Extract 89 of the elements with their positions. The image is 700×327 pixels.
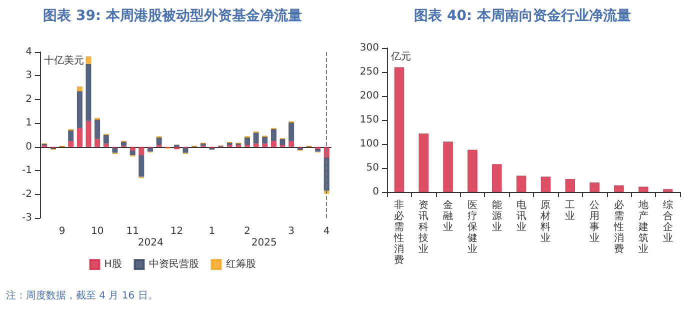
bar [138, 155, 144, 176]
x-tick-label: 资讯科技业 [418, 199, 429, 255]
bar [76, 86, 82, 92]
bar [103, 135, 109, 144]
x-tick-label: 9 [58, 226, 66, 237]
y-tick-label: -1 [22, 165, 32, 176]
bar [68, 140, 74, 147]
x-tick-label: 10 [90, 226, 104, 237]
x-tick-label: 2 [244, 226, 250, 237]
y-tick-label: 3 [26, 70, 32, 82]
bar [244, 137, 250, 144]
text: 注：周度数据，截至 4 月 16 日。 [6, 290, 158, 302]
bar [418, 133, 429, 192]
bar [638, 186, 648, 192]
bar [262, 143, 268, 147]
y-tick-label: 250 [360, 66, 379, 78]
bar [565, 179, 576, 192]
bar [76, 128, 82, 147]
x-tick-label: 金融业 [443, 199, 454, 233]
bar [270, 140, 276, 147]
bar [253, 132, 259, 144]
x-tick-label: 12 [170, 226, 184, 237]
x-tick-label: 综合企业 [662, 199, 673, 244]
bar [121, 142, 127, 146]
x-tick-label: 能源业 [492, 199, 502, 233]
bar [280, 139, 286, 145]
y-tick-label: 0 [372, 186, 379, 198]
bar [492, 164, 502, 192]
x-tick-label: 医疗保健业 [467, 200, 478, 255]
y-tick-label: -2 [22, 188, 32, 200]
legend-label: 中资民营股 [148, 258, 199, 270]
bar [288, 140, 294, 147]
y-tick-label: 100 [360, 138, 379, 150]
x-tick-label: 3 [288, 226, 295, 237]
y-tick-label: 4 [26, 46, 32, 58]
bar [614, 185, 624, 192]
bar [86, 64, 92, 121]
legend-label: H股 [104, 259, 122, 270]
bar [443, 142, 453, 192]
bar [147, 148, 153, 152]
x-tick-label: 1 [208, 226, 216, 237]
x-tick-label: 公用事业 [590, 199, 600, 244]
bar [516, 176, 526, 192]
bar [270, 129, 276, 141]
x-tick-label: 必需性消费 [612, 199, 624, 255]
y-tick-label: 2 [26, 94, 32, 105]
x-tick-label: 电讯业 [516, 199, 526, 233]
y-tick-label: 50 [366, 162, 379, 174]
bar [262, 136, 268, 144]
bar [540, 176, 551, 192]
bar [590, 182, 600, 192]
bar [288, 122, 294, 141]
y-tick-label: 300 [360, 42, 379, 54]
bar [130, 150, 136, 156]
chart-title: 图表 40: 本周南向资金行业净流量 [414, 7, 631, 24]
bar [253, 143, 259, 147]
bar [138, 146, 144, 156]
bar [68, 130, 74, 141]
x-tick-label: 非必需性消费 [393, 199, 404, 266]
y-axis-title: 十亿美元 [44, 54, 84, 66]
bar [662, 189, 673, 192]
bar [103, 143, 109, 147]
bar [112, 148, 118, 153]
x-tick-label: 11 [126, 226, 139, 237]
x-tick-label: 地产建筑业 [637, 199, 648, 255]
y-tick-label: 150 [360, 114, 379, 126]
x-tick-label: 原材料业 [540, 200, 551, 244]
bar [394, 67, 404, 192]
text: 2025 [251, 238, 277, 248]
x-tick-label: 工业 [565, 200, 576, 222]
bar [86, 120, 92, 147]
bar [468, 150, 478, 192]
bar [94, 138, 100, 147]
legend-label: 红筹股 [226, 258, 256, 270]
bar [182, 148, 188, 153]
bar [94, 120, 100, 139]
x-tick-label: 4 [323, 226, 330, 237]
text: 2024 [138, 238, 164, 248]
y-tick-label: 0 [26, 141, 32, 152]
y-tick-label: 200 [360, 90, 379, 102]
bar [86, 56, 92, 64]
bar [315, 148, 321, 152]
y-tick-label: -3 [22, 212, 32, 224]
bar [76, 91, 82, 128]
chart-title: 图表 39: 本周港股被动型外资基金净流量 [43, 7, 302, 24]
bar [130, 146, 136, 150]
y-tick-label: 1 [26, 118, 32, 129]
y-axis-title: 亿元 [390, 52, 411, 62]
bar [156, 137, 162, 144]
